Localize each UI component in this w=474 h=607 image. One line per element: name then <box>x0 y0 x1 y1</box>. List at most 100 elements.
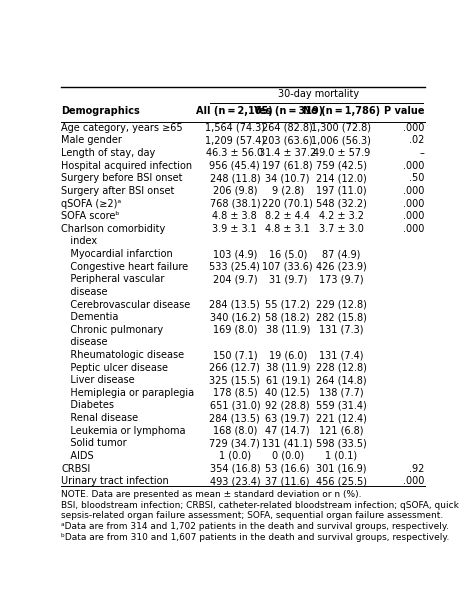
Text: 197 (11.0): 197 (11.0) <box>316 186 367 196</box>
Text: sepsis-related organ failure assessment; SOFA, sequential organ failure assessme: sepsis-related organ failure assessment;… <box>61 511 443 520</box>
Text: 768 (38.1): 768 (38.1) <box>210 198 260 209</box>
Text: 92 (28.8): 92 (28.8) <box>265 401 310 410</box>
Text: 40 (12.5): 40 (12.5) <box>265 388 310 398</box>
Text: Rheumatologic disease: Rheumatologic disease <box>61 350 184 360</box>
Text: 47 (14.7): 47 (14.7) <box>265 426 310 436</box>
Text: index: index <box>61 237 97 246</box>
Text: .000: .000 <box>403 123 425 133</box>
Text: Liver disease: Liver disease <box>61 375 135 385</box>
Text: –: – <box>420 148 425 158</box>
Text: No (n = 1,786): No (n = 1,786) <box>303 106 380 117</box>
Text: Length of stay, day: Length of stay, day <box>61 148 155 158</box>
Text: 38 (11.9): 38 (11.9) <box>265 362 310 373</box>
Text: 759 (42.5): 759 (42.5) <box>316 161 367 171</box>
Text: 31 (9.7): 31 (9.7) <box>269 274 307 284</box>
Text: 131 (7.4): 131 (7.4) <box>319 350 364 360</box>
Text: 203 (63.6): 203 (63.6) <box>263 135 313 146</box>
Text: 8.2 ± 4.4: 8.2 ± 4.4 <box>265 211 310 221</box>
Text: 264 (14.8): 264 (14.8) <box>316 375 367 385</box>
Text: 1,300 (72.8): 1,300 (72.8) <box>311 123 371 133</box>
Text: Peptic ulcer disease: Peptic ulcer disease <box>61 362 168 373</box>
Text: 248 (11.8): 248 (11.8) <box>210 174 260 183</box>
Text: Surgery after BSI onset: Surgery after BSI onset <box>61 186 174 196</box>
Text: 1,006 (56.3): 1,006 (56.3) <box>311 135 371 146</box>
Text: 168 (8.0): 168 (8.0) <box>213 426 257 436</box>
Text: 121 (6.8): 121 (6.8) <box>319 426 364 436</box>
Text: 9 (2.8): 9 (2.8) <box>272 186 304 196</box>
Text: .000: .000 <box>403 211 425 221</box>
Text: 214 (12.0): 214 (12.0) <box>316 174 367 183</box>
Text: 55 (17.2): 55 (17.2) <box>265 299 310 310</box>
Text: Hospital acquired infection: Hospital acquired infection <box>61 161 192 171</box>
Text: 325 (15.5): 325 (15.5) <box>210 375 260 385</box>
Text: 63 (19.7): 63 (19.7) <box>265 413 310 423</box>
Text: 1 (0.0): 1 (0.0) <box>219 451 251 461</box>
Text: 3.9 ± 3.1: 3.9 ± 3.1 <box>212 224 257 234</box>
Text: 559 (31.4): 559 (31.4) <box>316 401 367 410</box>
Text: NOTE. Data are presented as mean ± standard deviation or n (%).: NOTE. Data are presented as mean ± stand… <box>61 490 362 499</box>
Text: Leukemia or lymphoma: Leukemia or lymphoma <box>61 426 186 436</box>
Text: ᵇData are from 310 and 1,607 patients in the death and survival groups, respecti: ᵇData are from 310 and 1,607 patients in… <box>61 533 449 542</box>
Text: 456 (25.5): 456 (25.5) <box>316 476 367 486</box>
Text: 426 (23.9): 426 (23.9) <box>316 262 367 272</box>
Text: ᵃData are from 314 and 1,702 patients in the death and survival groups, respecti: ᵃData are from 314 and 1,702 patients in… <box>61 522 449 531</box>
Text: 30-day mortality: 30-day mortality <box>278 89 359 99</box>
Text: Charlson comorbidity: Charlson comorbidity <box>61 224 165 234</box>
Text: 204 (9.7): 204 (9.7) <box>212 274 257 284</box>
Text: 229 (12.8): 229 (12.8) <box>316 299 367 310</box>
Text: Renal disease: Renal disease <box>61 413 138 423</box>
Text: 53 (16.6): 53 (16.6) <box>265 464 310 473</box>
Text: 228 (12.8): 228 (12.8) <box>316 362 367 373</box>
Text: 61 (19.1): 61 (19.1) <box>265 375 310 385</box>
Text: Congestive heart failure: Congestive heart failure <box>61 262 188 272</box>
Text: 107 (33.6): 107 (33.6) <box>263 262 313 272</box>
Text: 651 (31.0): 651 (31.0) <box>210 401 260 410</box>
Text: 4.8 ± 3.1: 4.8 ± 3.1 <box>265 224 310 234</box>
Text: 284 (13.5): 284 (13.5) <box>210 413 260 423</box>
Text: 169 (8.0): 169 (8.0) <box>213 325 257 335</box>
Text: .000: .000 <box>403 224 425 234</box>
Text: Surgery before BSI onset: Surgery before BSI onset <box>61 174 182 183</box>
Text: P value: P value <box>384 106 425 117</box>
Text: 1,209 (57.4): 1,209 (57.4) <box>205 135 265 146</box>
Text: 173 (9.7): 173 (9.7) <box>319 274 364 284</box>
Text: Myocardial infarction: Myocardial infarction <box>61 249 173 259</box>
Text: 0 (0.0): 0 (0.0) <box>272 451 304 461</box>
Text: Solid tumor: Solid tumor <box>61 438 127 449</box>
Text: 131 (41.1): 131 (41.1) <box>263 438 313 449</box>
Text: disease: disease <box>61 287 108 297</box>
Text: 46.3 ± 56.0: 46.3 ± 56.0 <box>206 148 264 158</box>
Text: 1 (0.1): 1 (0.1) <box>325 451 357 461</box>
Text: 533 (25.4): 533 (25.4) <box>210 262 260 272</box>
Text: 221 (12.4): 221 (12.4) <box>316 413 367 423</box>
Text: 197 (61.8): 197 (61.8) <box>263 161 313 171</box>
Text: Diabetes: Diabetes <box>61 401 114 410</box>
Text: 282 (15.8): 282 (15.8) <box>316 312 367 322</box>
Text: 284 (13.5): 284 (13.5) <box>210 299 260 310</box>
Text: Chronic pulmonary: Chronic pulmonary <box>61 325 163 335</box>
Text: 31.4 ± 37.2: 31.4 ± 37.2 <box>259 148 316 158</box>
Text: 3.7 ± 3.0: 3.7 ± 3.0 <box>319 224 364 234</box>
Text: .92: .92 <box>410 464 425 473</box>
Text: disease: disease <box>61 337 108 347</box>
Text: 220 (70.1): 220 (70.1) <box>262 198 313 209</box>
Text: Dementia: Dementia <box>61 312 118 322</box>
Text: qSOFA (≥2)ᵃ: qSOFA (≥2)ᵃ <box>61 198 121 209</box>
Text: 178 (8.5): 178 (8.5) <box>212 388 257 398</box>
Text: 37 (11.6): 37 (11.6) <box>265 476 310 486</box>
Text: SOFA scoreᵇ: SOFA scoreᵇ <box>61 211 119 221</box>
Text: 493 (23.4): 493 (23.4) <box>210 476 260 486</box>
Text: 206 (9.8): 206 (9.8) <box>213 186 257 196</box>
Text: Hemiplegia or paraplegia: Hemiplegia or paraplegia <box>61 388 194 398</box>
Text: 131 (7.3): 131 (7.3) <box>319 325 364 335</box>
Text: .000: .000 <box>403 198 425 209</box>
Text: 598 (33.5): 598 (33.5) <box>316 438 367 449</box>
Text: Demographics: Demographics <box>61 106 140 117</box>
Text: .02: .02 <box>410 135 425 146</box>
Text: 354 (16.8): 354 (16.8) <box>210 464 260 473</box>
Text: 266 (12.7): 266 (12.7) <box>210 362 260 373</box>
Text: 58 (18.2): 58 (18.2) <box>265 312 310 322</box>
Text: .000: .000 <box>403 476 425 486</box>
Text: Yes (n = 319): Yes (n = 319) <box>253 106 323 117</box>
Text: AIDS: AIDS <box>61 451 94 461</box>
